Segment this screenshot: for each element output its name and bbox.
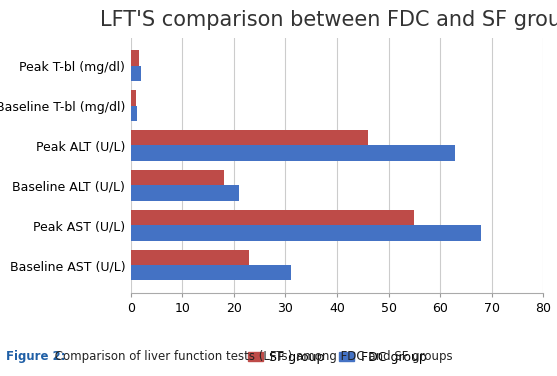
Bar (131, 65, 141, 81)
Bar (131, 265, 291, 280)
Bar (131, 225, 481, 241)
Bar (131, 50, 139, 65)
Legend: SF group, FDC group: SF group, FDC group (243, 346, 431, 368)
Title: LFT'S comparison between FDC and SF group: LFT'S comparison between FDC and SF grou… (100, 11, 557, 30)
Text: Comparison of liver function tests (LFTs) among FDC and SF groups: Comparison of liver function tests (LFTs… (51, 350, 453, 363)
Bar (131, 146, 456, 161)
Bar (131, 90, 135, 106)
Bar (131, 106, 137, 121)
Text: Figure 2:: Figure 2: (6, 350, 65, 363)
Bar (131, 130, 368, 146)
Bar (131, 170, 223, 185)
Bar (131, 210, 414, 225)
Bar (131, 185, 239, 201)
Bar (131, 250, 250, 265)
